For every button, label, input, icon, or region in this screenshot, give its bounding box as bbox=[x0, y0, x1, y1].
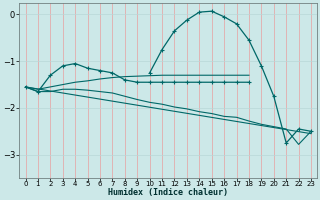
X-axis label: Humidex (Indice chaleur): Humidex (Indice chaleur) bbox=[108, 188, 228, 197]
